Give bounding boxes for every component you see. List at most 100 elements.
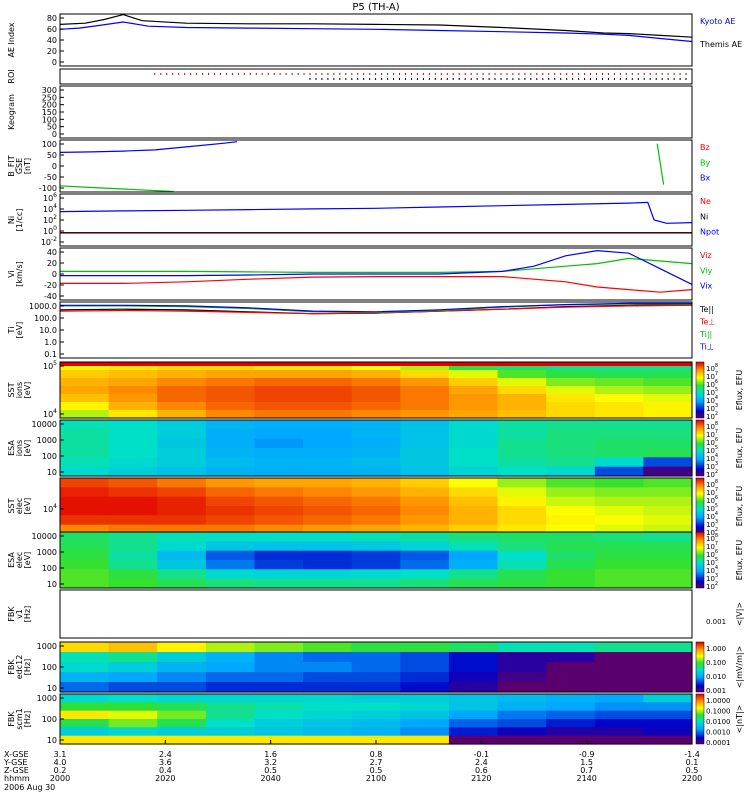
heatmap-cell xyxy=(60,710,110,720)
heatmap-cell xyxy=(303,550,353,561)
heatmap-cell xyxy=(108,682,158,693)
heatmap-cell xyxy=(108,524,158,535)
series-line-te- xyxy=(59,304,693,315)
heatmap-cell xyxy=(546,702,596,712)
heatmap-cell xyxy=(303,378,353,387)
colorbar-tick-label: 102 xyxy=(706,527,718,537)
heatmap-cell xyxy=(351,370,401,379)
heatmap-cell xyxy=(303,652,353,663)
x-tick-xgse: 3.1 xyxy=(54,750,67,759)
heatmap-cell xyxy=(351,672,401,683)
heatmap-cell xyxy=(108,362,158,371)
heatmap-cell xyxy=(108,550,158,561)
heatmap-cell xyxy=(108,560,158,570)
x-tick-time: 2100 xyxy=(366,774,386,783)
heatmap-cell xyxy=(351,378,401,387)
heatmap-cell xyxy=(303,429,353,440)
colorbar-tick-label: 108 xyxy=(706,479,718,489)
legend-entry: Ti⊥ xyxy=(699,343,714,352)
legend-entry: Vix xyxy=(700,282,713,291)
heatmap-cell xyxy=(546,672,596,683)
x-row-label: X-GSE xyxy=(4,750,29,759)
heatmap-cell xyxy=(497,506,547,516)
heatmap-cell xyxy=(108,466,158,477)
heatmap-cell xyxy=(400,560,450,570)
colorbar: 1.000 0.100 0.010 0.001 <|mV/m|> xyxy=(695,641,744,695)
heatmap-cell xyxy=(546,506,596,516)
heatmap-cell xyxy=(205,457,256,468)
heatmap-cell xyxy=(594,362,644,371)
heatmap-cell xyxy=(643,550,693,561)
heatmap-cell xyxy=(303,642,353,653)
y-axis-label: SST xyxy=(7,382,16,397)
heatmap-cell xyxy=(546,466,596,477)
heatmap-cell xyxy=(643,438,693,449)
y-axis-label: AE Index xyxy=(7,22,16,57)
x-tick-time: 2040 xyxy=(260,774,280,783)
heatmap-cell xyxy=(448,478,499,488)
heatmap-cell xyxy=(205,378,256,387)
heatmap-cell xyxy=(254,515,304,526)
heatmap-cell xyxy=(594,386,644,395)
heatmap-cell xyxy=(108,429,158,440)
heatmap-cell xyxy=(157,719,207,728)
y-axis-label: Keogram xyxy=(7,94,16,130)
x-tick-zgse: 0.5 xyxy=(264,766,277,775)
heatmap-cell xyxy=(448,496,499,507)
heatmap-cell xyxy=(546,735,596,745)
heatmap-cell xyxy=(546,719,596,728)
panel-frame xyxy=(59,531,693,589)
panel-bfit: 100 50 0 -50 -100 B_FIT GSE [nT] Bz By Bx xyxy=(7,139,710,193)
heatmap-cell xyxy=(157,532,207,542)
heatmap-cell xyxy=(60,394,110,403)
y-axis-label: elec xyxy=(15,552,24,568)
heatmap-cell xyxy=(205,672,256,683)
heatmap-cell xyxy=(546,394,596,403)
heatmap-cell xyxy=(108,457,158,468)
heatmap-cell xyxy=(303,569,353,580)
heatmap-cell xyxy=(351,682,401,693)
colorbar-tick-label: 0.1000 xyxy=(706,708,731,716)
heatmap-cell xyxy=(448,370,499,379)
heatmap-cell xyxy=(254,560,304,570)
x-tick-zgse: 0.6 xyxy=(475,766,488,775)
y-tick-label: 105 xyxy=(43,360,57,371)
heatmap-cell xyxy=(448,550,499,561)
y-tick-label: 10000 xyxy=(32,532,57,541)
heatmap-cell xyxy=(60,727,110,737)
heatmap-cell xyxy=(60,478,110,488)
heatmap-cell xyxy=(448,710,499,720)
heatmap-cell xyxy=(205,727,256,737)
y-axis-label: scm1 xyxy=(15,708,24,729)
heatmap-cell xyxy=(448,362,499,371)
heatmap-cell xyxy=(254,550,304,561)
x-tick-ygse: 3.6 xyxy=(159,758,172,767)
panel-frame xyxy=(59,193,693,247)
x-tick-ygse: 1.5 xyxy=(580,758,593,767)
heatmap-cell xyxy=(157,735,207,745)
heatmap-cell xyxy=(643,719,693,728)
heatmap-cell xyxy=(497,719,547,728)
heatmap-cell xyxy=(400,702,450,712)
heatmap-cell xyxy=(205,560,256,570)
heatmap-cell xyxy=(254,370,304,379)
heatmap-cell xyxy=(157,410,207,419)
heatmap-cell xyxy=(254,457,304,468)
heatmap-cell xyxy=(303,578,353,589)
heatmap-cell xyxy=(108,578,158,589)
y-tick-label: 80 xyxy=(47,14,57,23)
heatmap-cell xyxy=(157,541,207,552)
heatmap-cell xyxy=(448,394,499,403)
heatmap-cell xyxy=(254,702,304,712)
y-tick-label: 106 xyxy=(43,192,57,203)
heatmap-cell xyxy=(157,727,207,737)
heatmap-cell xyxy=(546,541,596,552)
heatmap-cell xyxy=(643,402,693,411)
heatmap-cell xyxy=(643,466,693,477)
heatmap-cell xyxy=(60,378,110,387)
heatmap-cell xyxy=(546,550,596,561)
y-tick-label: 10000 xyxy=(32,420,57,429)
x-tick-time: 2020 xyxy=(155,774,175,783)
